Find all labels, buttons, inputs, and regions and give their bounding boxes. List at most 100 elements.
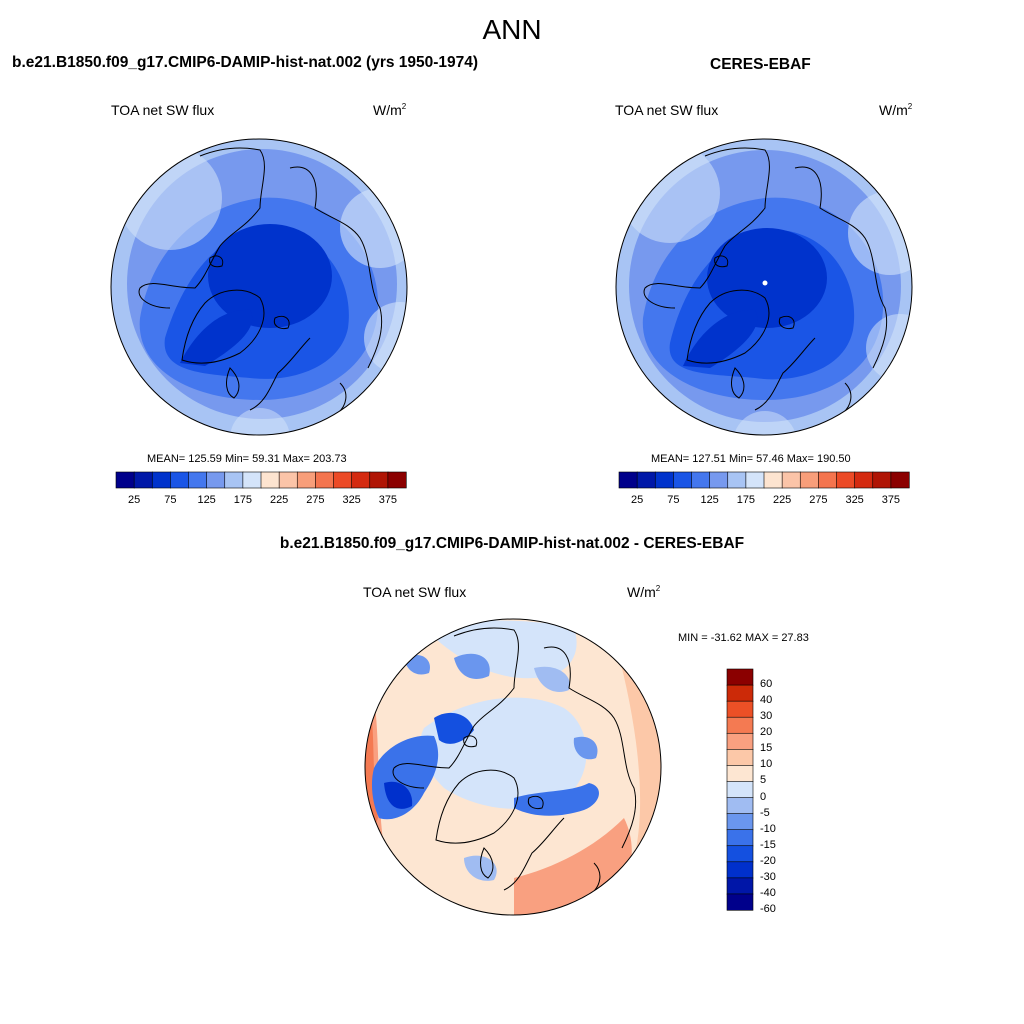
- panel-obs-variable: TOA net SW flux: [615, 102, 719, 118]
- panel-obs-units: W/m2: [879, 102, 912, 118]
- panel-obs-colorbar-ticks: 25 75 125 175 225 275 325 375: [619, 494, 909, 508]
- panel-diff-colorbar-box: [726, 781, 754, 799]
- panel-obs-colorbar-box: [745, 471, 765, 489]
- panel-diff-colorbar-tick: 5: [760, 774, 767, 787]
- panel-diff-colorbar-tick: 60: [760, 678, 773, 691]
- panel-model-colorbar-box: [242, 471, 262, 489]
- panel-diff-stats: MIN = -31.62 MAX = 27.83: [678, 632, 809, 644]
- panel-obs-stats: MEAN= 127.51 Min= 57.46 Max= 190.50: [651, 453, 851, 465]
- panel-diff-colorbar-box: [726, 877, 754, 895]
- panel-diff-colorbar-tick: -10: [760, 822, 776, 835]
- panel-obs-colorbar-tick: 175: [736, 494, 756, 506]
- panel-diff-colorbar-tick: 40: [760, 694, 773, 707]
- panel-model-colorbar-box: [315, 471, 335, 489]
- panel-model-colorbar-tick: 325: [342, 494, 361, 506]
- panel-model-colorbar-tick: 275: [306, 494, 325, 506]
- panel-model-colorbar-box: [151, 471, 171, 489]
- panel-diff-colorbar: [726, 668, 754, 911]
- panel-model-colorbar-box: [351, 471, 371, 489]
- panel-model-colorbar: [115, 471, 407, 489]
- panel-obs-colorbar-tick: 375: [881, 494, 901, 506]
- panel-model-title: b.e21.B1850.f09_g17.CMIP6-DAMIP-hist-nat…: [12, 54, 479, 71]
- panel-model-colorbar-ticks: 25 75 125 175 225 275 325 375: [116, 494, 406, 508]
- panel-obs-colorbar-box: [618, 471, 638, 489]
- panel-model-colorbar-box: [224, 471, 244, 489]
- panel-diff-colorbar-box: [726, 668, 754, 686]
- panel-model-colorbar-box: [115, 471, 135, 489]
- panel-diff-colorbar-tick: -30: [760, 870, 776, 883]
- panel-obs-colorbar-box: [727, 471, 747, 489]
- panel-obs-colorbar-tick: 275: [809, 494, 828, 506]
- panel-obs-colorbar-box: [854, 471, 874, 489]
- panel-model-colorbar-box: [188, 471, 208, 489]
- panel-diff-colorbar-tick: -40: [760, 886, 776, 899]
- panel-model-colorbar-box: [333, 471, 353, 489]
- panel-model-units: W/m2: [373, 102, 406, 118]
- panel-model-colorbar-box: [206, 471, 226, 489]
- panel-obs-map: [615, 138, 913, 436]
- panel-obs-colorbar-tick: 225: [772, 494, 792, 506]
- panel-diff-colorbar-tick: 10: [760, 758, 773, 771]
- panel-model-colorbar-tick: 375: [378, 494, 398, 506]
- panel-diff-colorbar-box: [726, 797, 754, 815]
- panel-obs-colorbar-tick: 25: [631, 494, 644, 506]
- panel-obs-colorbar-tick: 125: [700, 494, 719, 506]
- panel-obs-colorbar-box: [691, 471, 711, 489]
- panel-obs-units-exp: 2: [907, 102, 913, 111]
- panel-obs-colorbar-tick: 75: [667, 494, 680, 506]
- panel-diff-colorbar-tick: 30: [760, 710, 773, 723]
- panel-obs-colorbar-box: [872, 471, 892, 489]
- panel-diff-colorbar-box: [726, 700, 754, 718]
- panel-diff-colorbar-box: [726, 716, 754, 734]
- panel-diff-colorbar-box: [726, 845, 754, 863]
- panel-model-colorbar-box: [278, 471, 298, 489]
- panel-model-variable: TOA net SW flux: [111, 102, 215, 118]
- panel-model-colorbar-tick: 125: [197, 494, 216, 506]
- panel-obs-colorbar-box: [763, 471, 783, 489]
- panel-diff-variable: TOA net SW flux: [363, 584, 467, 600]
- panel-diff-colorbar-box: [726, 893, 754, 911]
- panel-obs-colorbar-box: [636, 471, 656, 489]
- panel-model-colorbar-box: [369, 471, 389, 489]
- panel-diff-colorbar-box: [726, 861, 754, 879]
- panel-diff-colorbar-tick: -20: [760, 854, 776, 867]
- panel-model-colorbar-box: [260, 471, 280, 489]
- panel-obs-colorbar: [618, 471, 910, 489]
- panel-model-colorbar-box: [387, 471, 407, 489]
- panel-diff-colorbar-box: [726, 684, 754, 702]
- panel-diff-colorbar-tick: -5: [760, 806, 770, 819]
- panel-model-colorbar-tick: 175: [233, 494, 253, 506]
- panel-model-colorbar-tick: 25: [128, 494, 141, 506]
- panel-obs-colorbar-box: [673, 471, 693, 489]
- panel-diff-colorbar-box: [726, 749, 754, 767]
- panel-diff-colorbar-tick: 0: [760, 790, 767, 803]
- panel-diff-colorbar-ticks: 60 40 30 20 15 10 5 0 -5 -10 -15 -20 -30 -40 -60: [760, 669, 800, 915]
- panel-model-colorbar-box: [170, 471, 190, 489]
- panel-diff-colorbar-box: [726, 732, 754, 750]
- panel-obs-colorbar-box: [836, 471, 856, 489]
- panel-model-stats: MEAN= 125.59 Min= 59.31 Max= 203.73: [147, 453, 347, 465]
- panel-diff-colorbar-tick: -60: [760, 903, 776, 915]
- panel-diff-colorbar-box: [726, 813, 754, 831]
- panel-diff-colorbar-tick: 20: [760, 726, 773, 739]
- panel-obs-title: CERES-EBAF: [710, 56, 811, 73]
- panel-diff-map: [364, 618, 662, 916]
- panel-obs-colorbar-box: [890, 471, 910, 489]
- panel-diff-title: b.e21.B1850.f09_g17.CMIP6-DAMIP-hist-nat…: [279, 535, 745, 552]
- panel-diff-colorbar-tick: -15: [760, 838, 776, 851]
- panel-diff-units-base: W/m: [627, 584, 656, 600]
- panel-model-units-base: W/m: [373, 102, 402, 118]
- panel-diff-colorbar-box: [726, 829, 754, 847]
- panel-obs-colorbar-box: [781, 471, 801, 489]
- panel-model-colorbar-box: [296, 471, 316, 489]
- panel-obs-colorbar-tick: 325: [845, 494, 864, 506]
- panel-model-units-exp: 2: [401, 102, 407, 111]
- panel-obs-colorbar-box: [799, 471, 819, 489]
- panel-diff-colorbar-box: [726, 765, 754, 783]
- panel-obs-colorbar-box: [709, 471, 729, 489]
- panel-diff-units: W/m2: [627, 584, 660, 600]
- panel-obs-units-base: W/m: [879, 102, 908, 118]
- panel-obs-colorbar-box: [818, 471, 838, 489]
- panel-diff-units-exp: 2: [655, 584, 661, 593]
- panel-obs-colorbar-box: [654, 471, 674, 489]
